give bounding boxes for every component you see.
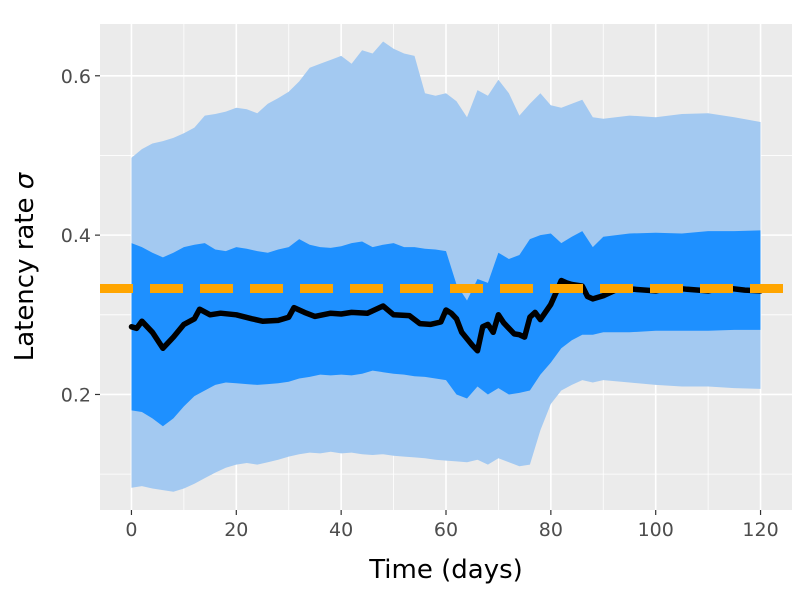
y-axis-title: Latency rate σ <box>10 171 40 361</box>
median-line <box>128 277 764 354</box>
x-tick-label: 100 <box>638 519 674 541</box>
y-axis-title-text: Latency rate <box>10 197 40 361</box>
x-axis: 0 20 40 60 80 100 120 <box>125 510 779 541</box>
x-tick-label: 40 <box>329 519 353 541</box>
x-tick-label: 80 <box>539 519 563 541</box>
y-axis: 0.2 0.4 0.6 <box>61 66 100 406</box>
y-tick-label: 0.6 <box>61 66 91 88</box>
y-tick-label: 0.2 <box>61 384 91 406</box>
x-axis-title: Time (days) <box>368 555 523 585</box>
x-tick-label: 20 <box>224 519 248 541</box>
x-tick-label: 0 <box>125 519 137 541</box>
inner-band <box>131 230 761 427</box>
y-tick-label: 0.4 <box>61 225 91 247</box>
y-axis-title-symbol: σ <box>10 171 40 189</box>
x-tick-label: 60 <box>434 519 458 541</box>
x-tick-label: 120 <box>742 519 778 541</box>
